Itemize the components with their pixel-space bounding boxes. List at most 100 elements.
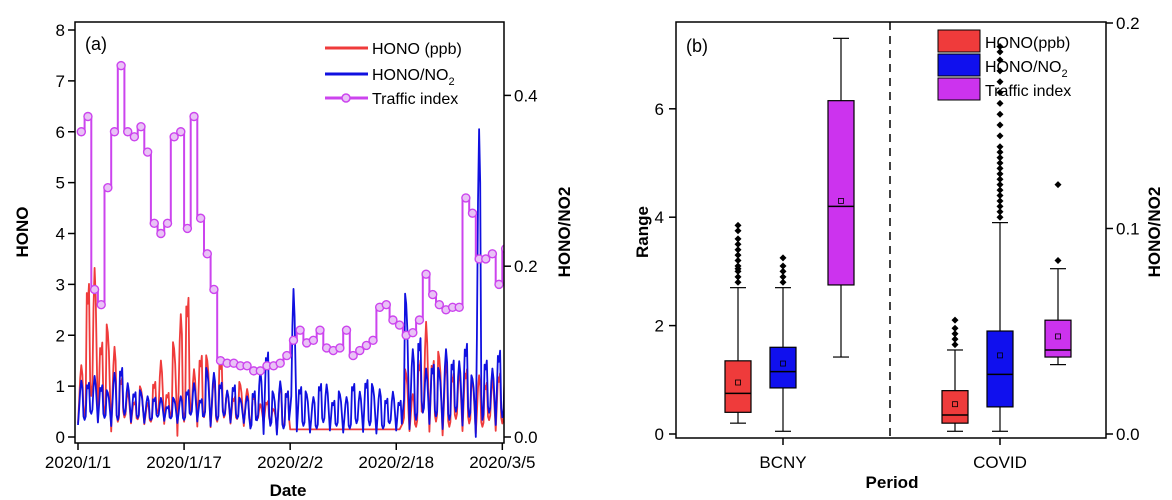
box-outlier-covid-hono-no2-21 <box>996 56 1004 64</box>
a-traffic-point-44 <box>368 335 378 346</box>
panel-a-ticks: 0 1 2 3 4 5 6 7 8 0.0 0.2 0.4 2020/1/1 2020/1/17 2020/… <box>45 21 538 472</box>
a-traffic-point-19 <box>202 249 212 259</box>
legend-b-ratio-text: HONO/NO <box>985 59 1061 76</box>
panel-a-series <box>76 60 504 438</box>
a-ytick-label-right-0.2: 0.2 <box>514 257 538 276</box>
panel-b: 0 2 4 6 0.0 0.1 0.2 BCNY COVID (b) HONO(ppb) HON… <box>633 14 1164 492</box>
box-outlier-bcny-hono-ppb--5 <box>734 257 742 265</box>
box-outlier-covid-traffic-index-0 <box>1054 257 1062 265</box>
box-outlier-covid-hono-no2-9 <box>996 164 1004 172</box>
a-ytick-label-left-7: 7 <box>56 72 65 91</box>
box-outlier-covid-hono-no2-1 <box>996 208 1004 216</box>
box-outlier-covid-hono-no2-7 <box>996 175 1004 183</box>
panel-a-xlabel: Date <box>270 481 307 500</box>
panel-a: 0 1 2 3 4 5 6 7 8 0.0 0.2 0.4 2020/1/1 2020/1/17 2020/… <box>13 21 574 500</box>
a-xtick-label-3: 2020/2/18 <box>358 453 434 472</box>
b-ytick-label-left-6: 6 <box>655 100 664 119</box>
box-outlier-covid-hono-ppb--1 <box>951 335 959 343</box>
a-ytick-label-left-4: 4 <box>56 225 65 244</box>
a-traffic-point-50 <box>408 328 418 338</box>
box-outlier-covid-hono-ppb--3 <box>951 324 959 332</box>
a-traffic-point-25 <box>242 361 252 371</box>
a-traffic-point-30 <box>275 358 285 368</box>
a-traffic-point-31 <box>282 350 292 361</box>
a-traffic-point-27 <box>255 366 266 376</box>
box-outlier-covid-hono-no2-15 <box>996 121 1004 129</box>
a-traffic-point-16 <box>182 223 193 234</box>
legend-traffic-label: Traffic index <box>372 91 458 108</box>
a-traffic-point-20 <box>209 284 219 295</box>
a-ytick-label-left-0: 0 <box>56 428 65 447</box>
box-covid-hono-no2 <box>986 330 1014 408</box>
b-ytick-label-left-4: 4 <box>655 208 664 227</box>
box-outlier-covid-hono-ppb--0 <box>951 341 959 349</box>
box-outlier-covid-hono-no2-16 <box>996 110 1004 118</box>
a-traffic-point-14 <box>169 132 179 142</box>
box-outlier-covid-hono-no2-11 <box>996 154 1004 162</box>
box-outlier-covid-hono-no2-19 <box>996 78 1004 86</box>
b-ytick-label-left-2: 2 <box>655 317 664 336</box>
box-mean-bcny-hono-no2 <box>780 360 786 367</box>
a-ytick-label-right-0.4: 0.4 <box>514 86 538 105</box>
legend-b-ratio-swatch <box>937 53 981 77</box>
b-ytick-label-left-0: 0 <box>655 425 664 444</box>
box-mean-covid-hono-no2 <box>997 352 1003 359</box>
a-traffic-point-59 <box>467 208 478 218</box>
panel-b-ylabel-right: HONO/NO2 <box>1145 187 1164 278</box>
a-traffic-point-15 <box>176 127 186 137</box>
legend-b-traffic-label: Traffic index <box>985 83 1071 100</box>
box-outlier-bcny-hono-no2-4 <box>779 254 787 262</box>
a-traffic-point-9 <box>136 121 146 132</box>
a-traffic-point-2 <box>89 284 100 295</box>
a-traffic-point-0 <box>76 127 87 137</box>
a-traffic-point-64 <box>500 244 504 254</box>
panel-a-label: (a) <box>85 34 107 54</box>
b-xtick-label-BCNY: BCNY <box>759 453 806 472</box>
box-outlier-covid-hono-no2-8 <box>996 170 1004 178</box>
box-outlier-covid-hono-no2-22 <box>996 48 1004 56</box>
a-traffic-point-8 <box>129 132 140 142</box>
a-traffic-point-1 <box>83 111 93 122</box>
a-traffic-point-58 <box>461 193 471 203</box>
a-traffic-point-63 <box>494 279 504 290</box>
box-mean-bcny-traffic-index <box>838 198 844 204</box>
box-outlier-covid-hono-no2-4 <box>996 192 1004 200</box>
a-ytick-label-left-8: 8 <box>56 21 65 40</box>
box-outlier-covid-hono-no2-5 <box>996 186 1004 194</box>
panel-a-legend: HONO (ppb) HONO/NO2 Traffic index <box>325 41 462 108</box>
box-outlier-bcny-hono-no2-0 <box>779 278 787 286</box>
box-outlier-covid-hono-no2-18 <box>996 89 1004 97</box>
a-traffic-point-40 <box>341 325 352 335</box>
box-bcny-hono-ppb- <box>724 360 752 413</box>
a-ytick-label-left-5: 5 <box>56 174 65 193</box>
box-outlier-bcny-hono-ppb--10 <box>734 227 742 235</box>
box-outlier-covid-hono-no2-14 <box>996 132 1004 140</box>
a-traffic-point-7 <box>123 127 133 137</box>
a-traffic-point-10 <box>142 147 153 157</box>
a-traffic-point-48 <box>394 320 405 330</box>
b-ytick-label-right-0.2: 0.2 <box>1116 14 1140 33</box>
box-outlier-bcny-hono-ppb--11 <box>734 221 742 229</box>
legend-ratio-text: HONO/NO <box>372 67 448 84</box>
panel-b-series <box>724 37 1072 432</box>
legend-hono-label: HONO (ppb) <box>372 41 462 58</box>
box-outlier-covid-hono-no2-17 <box>996 99 1004 107</box>
a-traffic-point-43 <box>361 340 372 351</box>
a-traffic-point-54 <box>434 300 445 310</box>
box-outlier-bcny-hono-no2-3 <box>779 262 787 270</box>
a-traffic-point-33 <box>295 325 305 335</box>
box-outlier-covid-hono-no2-10 <box>996 159 1004 167</box>
a-ytick-label-left-2: 2 <box>56 326 65 345</box>
a-traffic-point-17 <box>189 111 199 122</box>
a-traffic-point-47 <box>388 315 398 325</box>
b-xtick-label-COVID: COVID <box>973 453 1027 472</box>
panel-b-xlabel: Period <box>866 473 919 492</box>
legend-b-hono-label: HONO(ppb) <box>985 35 1070 52</box>
a-traffic-point-39 <box>335 343 345 353</box>
a-traffic-point-53 <box>428 289 438 300</box>
a-traffic-point-51 <box>414 315 425 325</box>
a-traffic-point-42 <box>355 345 365 356</box>
a-traffic-point-18 <box>195 213 206 223</box>
a-ytick-label-left-3: 3 <box>56 275 65 294</box>
